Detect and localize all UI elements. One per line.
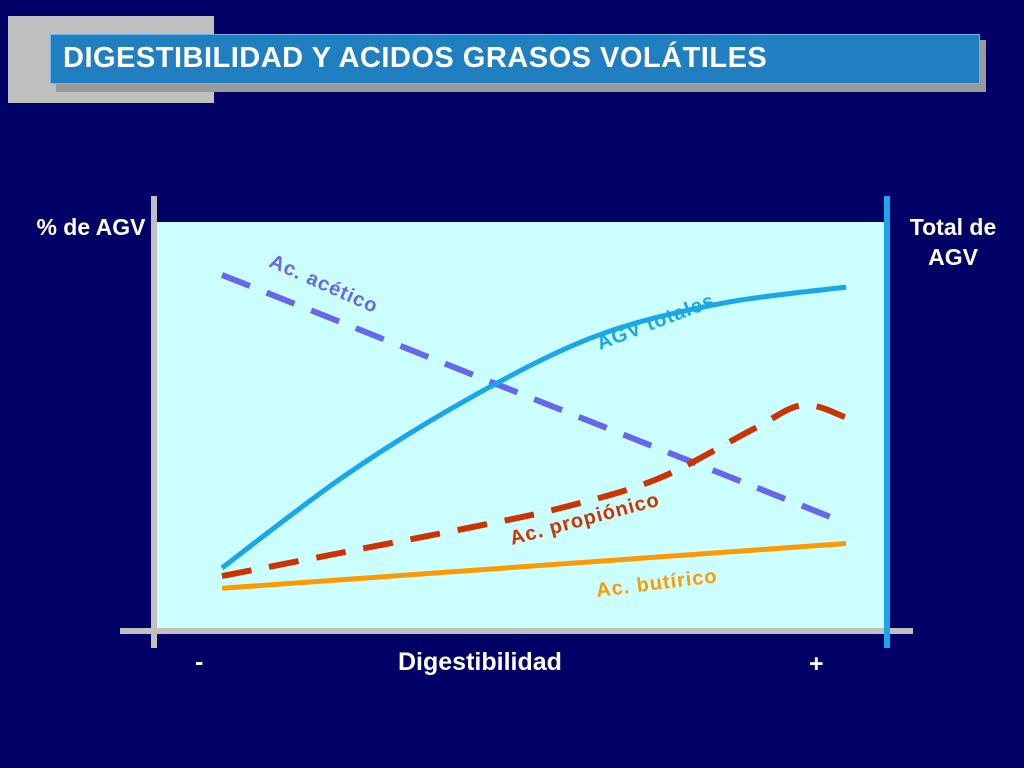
y-axis-label-right: Total de AGV xyxy=(909,214,997,270)
x-tick-label-min: - xyxy=(195,648,204,676)
plot-area xyxy=(155,222,887,629)
title-bar: DIGESTIBILIDAD Y ACIDOS GRASOS VOLÁTILES xyxy=(50,34,980,84)
y-axis-label-left: % de AGV xyxy=(36,214,146,240)
series-layer xyxy=(220,272,848,591)
series-line-agv-totales xyxy=(220,284,847,570)
series-line-ac-acetico xyxy=(220,272,848,526)
x-axis-label: Digestibilidad xyxy=(398,648,562,676)
x-tick-label-max: + xyxy=(809,650,824,678)
page-title: DIGESTIBILIDAD Y ACIDOS GRASOS VOLÁTILES xyxy=(63,42,768,74)
series-line-ac-butirico xyxy=(221,541,847,591)
series-line-ac-propionico xyxy=(221,402,847,580)
